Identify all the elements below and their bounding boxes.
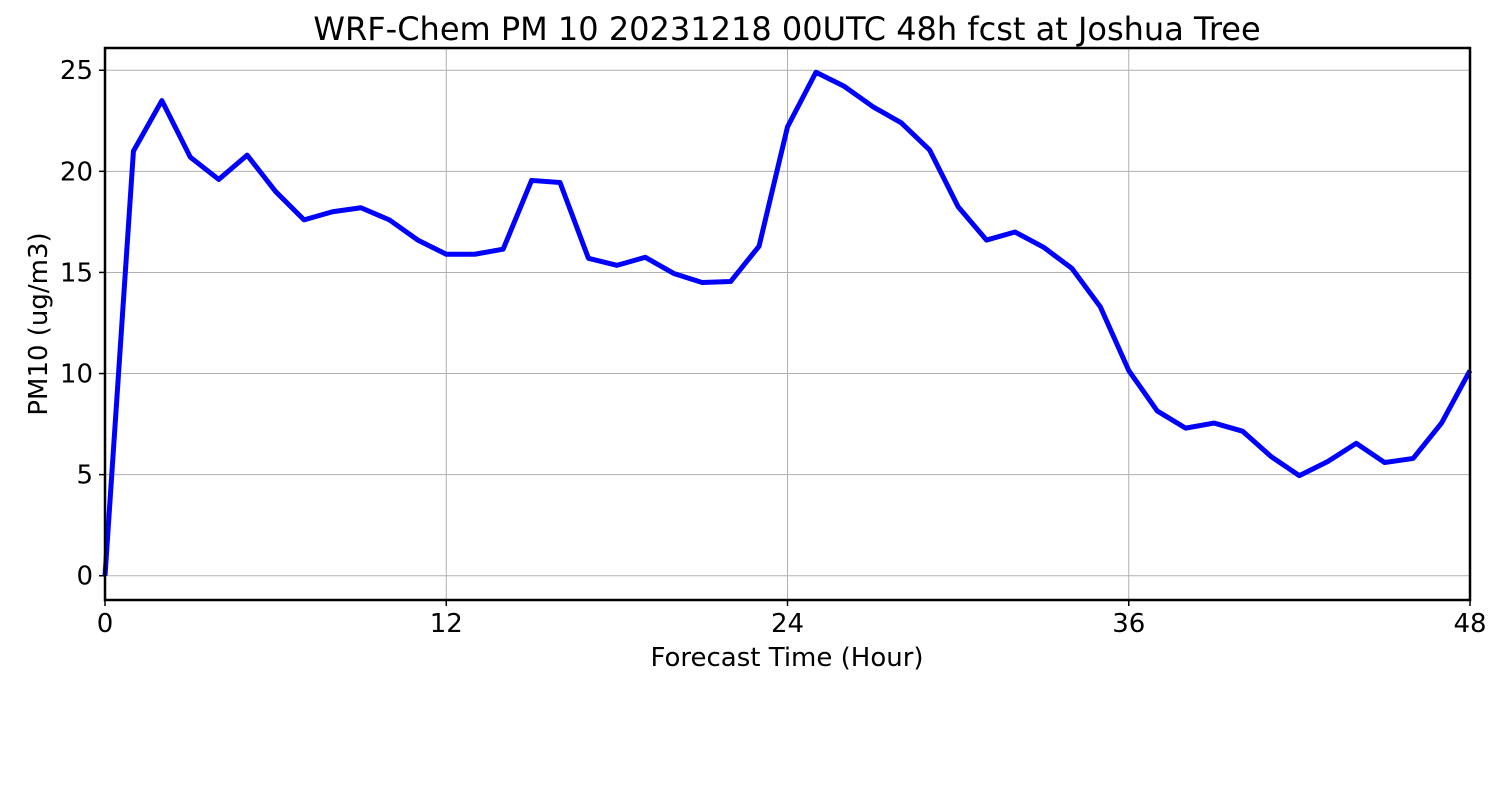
y-tick-label: 25	[60, 56, 93, 86]
y-tick-label: 10	[60, 360, 93, 390]
x-tick-label: 0	[97, 609, 114, 639]
x-tick-label: 24	[771, 609, 804, 639]
y-tick-label: 5	[76, 461, 93, 491]
x-axis-label: Forecast Time (Hour)	[650, 643, 923, 673]
chart-title: WRF-Chem PM 10 20231218 00UTC 48h fcst a…	[313, 10, 1260, 48]
y-axis: 0 5 10 15 20 25	[60, 56, 105, 592]
series-layer	[102, 69, 1473, 576]
y-tick-label: 0	[76, 562, 93, 592]
x-axis: 0 12 24 36 48	[97, 600, 1487, 639]
y-axis-label: PM10 (ug/m3)	[24, 232, 54, 415]
pm10-series-line	[102, 69, 1473, 576]
y-tick-label: 20	[60, 157, 93, 187]
x-tick-label: 12	[430, 609, 463, 639]
x-tick-label: 48	[1453, 609, 1486, 639]
y-tick-label: 15	[60, 258, 93, 288]
x-tick-label: 36	[1112, 609, 1145, 639]
